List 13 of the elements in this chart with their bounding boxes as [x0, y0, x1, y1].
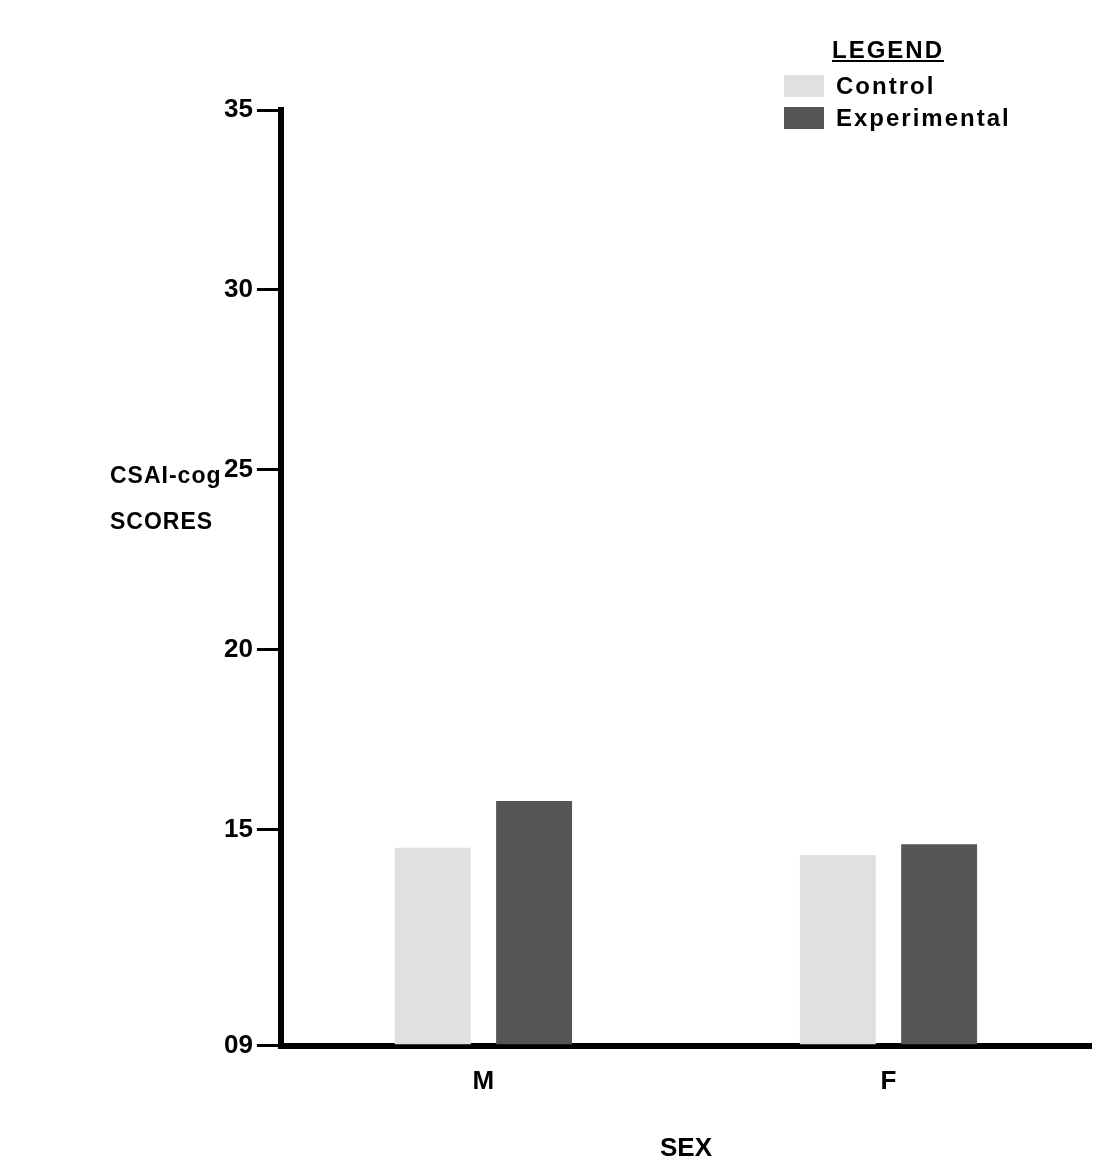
y-tick-label: 35 — [224, 93, 253, 124]
y-tick-label: 15 — [224, 813, 253, 844]
y-axis-title: CSAI-cog SCORES — [110, 461, 222, 536]
y-tick-label: 09 — [224, 1028, 253, 1059]
legend-label: Experimental — [836, 104, 1011, 132]
x-tick-label: F — [880, 1064, 897, 1095]
y-tick-label: 20 — [224, 633, 253, 664]
y-tick-label: 25 — [224, 453, 253, 484]
y-tick-label: 30 — [224, 273, 253, 304]
x-axis-title: SEX — [660, 1132, 713, 1163]
legend-label: Control — [836, 72, 936, 100]
legend-title: LEGEND — [832, 36, 945, 64]
x-tick-label: M — [472, 1064, 495, 1095]
